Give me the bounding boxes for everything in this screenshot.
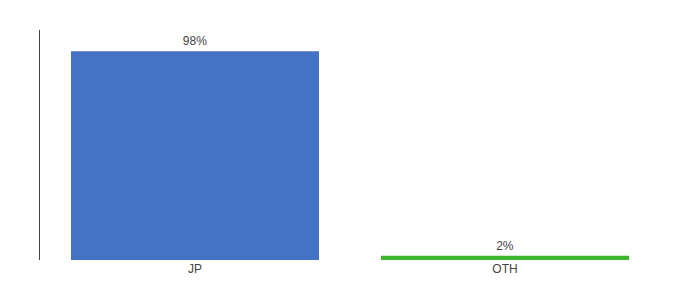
svg-text:2%: 2% [496, 239, 514, 253]
svg-text:JP: JP [188, 262, 202, 276]
svg-text:98%: 98% [183, 34, 207, 48]
svg-text:OTH: OTH [492, 262, 517, 276]
